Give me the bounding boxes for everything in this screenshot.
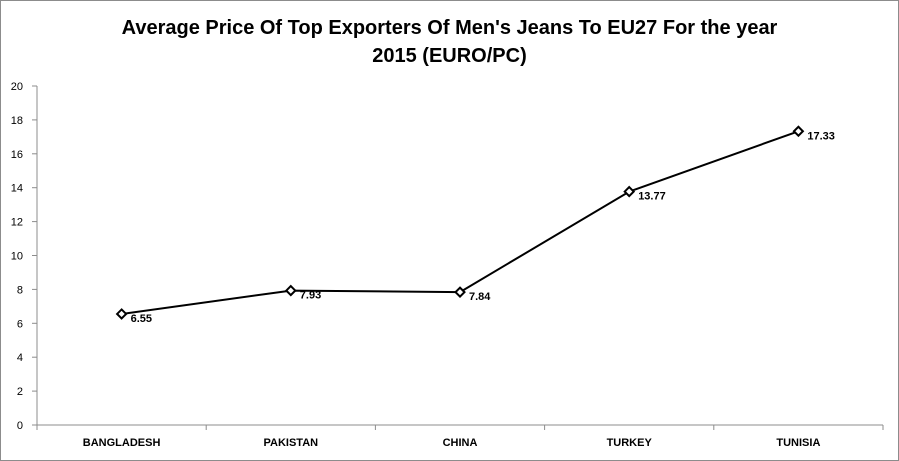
data-label: 7.84: [469, 291, 491, 303]
x-tick-label: PAKISTAN: [264, 437, 319, 449]
data-point-marker: [623, 185, 636, 198]
y-tick-label: 4: [17, 352, 23, 364]
x-tick-label: CHINA: [443, 437, 478, 449]
data-point-marker: [454, 286, 466, 299]
y-ticks: 0 2 4 6 8 10 12 14 16 18 20: [11, 81, 37, 432]
data-label: 17.33: [807, 130, 835, 142]
y-tick-label: 10: [11, 251, 23, 263]
x-tick-label: TUNISIA: [776, 437, 820, 449]
data-point-marker: [792, 125, 805, 138]
x-tick-label: TURKEY: [607, 437, 653, 449]
y-tick-label: 18: [11, 115, 23, 127]
chart-title: Average Price Of Top Exporters Of Men's …: [0, 14, 899, 70]
data-label: 7.93: [300, 290, 321, 302]
y-tick-label: 12: [11, 217, 23, 229]
chart-title-line-2: 2015 (EURO/PC): [372, 45, 527, 67]
chart-title-line-1: Average Price Of Top Exporters Of Men's …: [121, 17, 778, 39]
y-tick-label: 14: [11, 183, 23, 195]
data-point-marker: [284, 284, 297, 297]
y-tick-label: 16: [11, 149, 23, 161]
data-label: 6.55: [131, 313, 152, 325]
y-tick-label: 20: [11, 81, 23, 93]
markers: [115, 125, 805, 320]
data-point-marker: [115, 308, 128, 320]
data-label: 13.77: [638, 191, 666, 203]
y-tick-label: 6: [17, 318, 23, 330]
y-tick-label: 8: [17, 284, 23, 296]
x-tick-label: BANGLADESH: [83, 437, 161, 449]
x-ticks: BANGLADESH PAKISTAN CHINA TURKEY TUNISIA: [36, 425, 884, 449]
y-tick-label: 2: [17, 386, 23, 398]
data-labels: 6.55 7.93 7.84 13.77 17.33: [131, 130, 835, 325]
y-tick-label: 0: [17, 420, 23, 432]
